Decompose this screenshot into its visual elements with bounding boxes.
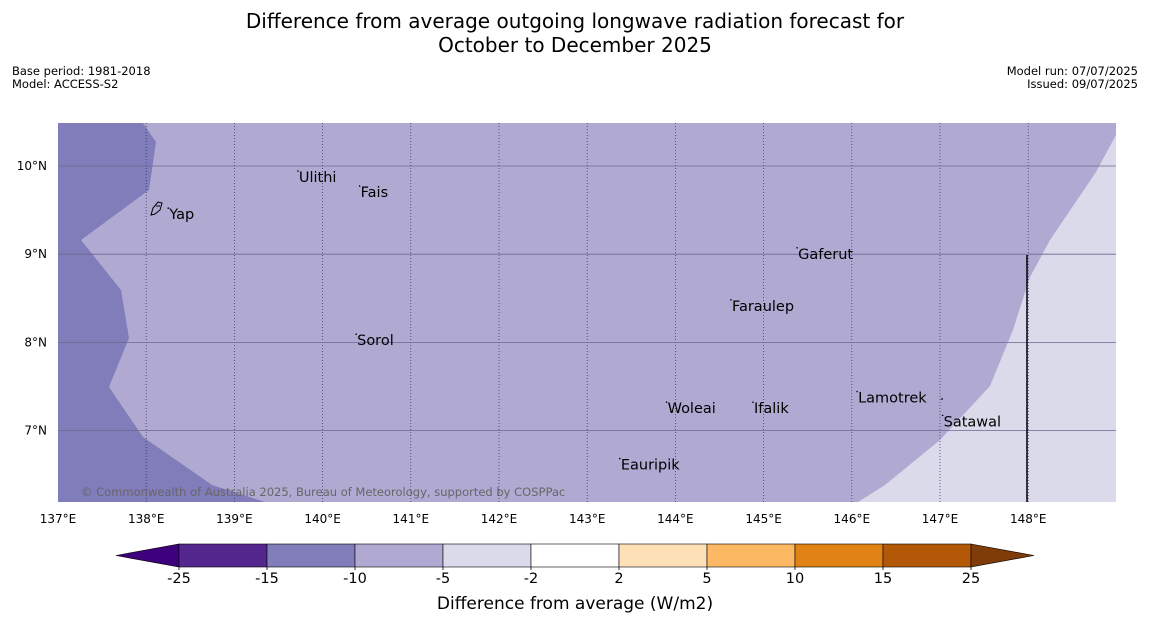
place-label-lamotrek: Lamotrek <box>858 391 927 407</box>
meta-right: Model run: 07/07/2025 Issued: 09/07/2025 <box>1007 65 1138 91</box>
map-plot-area: Yap Ulithi Fais Gaferut Faraulep Sorol Woleai I… <box>58 123 1116 502</box>
colorbar-tick-label: -10 <box>343 571 367 587</box>
colorbar-segment <box>530 543 620 568</box>
place-label-sorol: Sorol <box>357 333 394 349</box>
place-label-fais: Fais <box>361 185 388 201</box>
place-label-faraulep: Faraulep <box>732 299 794 315</box>
place-label-yap: Yap <box>168 207 194 223</box>
latitude-tick-label: 7°N <box>24 424 47 438</box>
map-title: Difference from average outgoing longwav… <box>0 9 1150 57</box>
colorbar-segment <box>266 543 356 568</box>
colorbar-extend-high <box>970 543 1035 568</box>
colorbar-segment <box>618 543 708 568</box>
colorbar-tick-label: 15 <box>874 571 892 587</box>
title-line-1: Difference from average outgoing longwav… <box>245 9 905 33</box>
model-run: Model run: 07/07/2025 <box>1006 64 1138 78</box>
longitude-tick-label: 138°E <box>128 512 165 526</box>
island-marker <box>941 414 944 417</box>
title-line-2: October to December 2025 <box>438 33 712 57</box>
island-marker <box>619 457 621 460</box>
latitude-tick-labels: 10°N 9°N 8°N 7°N <box>17 159 47 438</box>
longitude-tick-label: 144°E <box>657 512 694 526</box>
colorbar-tick-label: -25 <box>167 571 191 587</box>
longitude-tick-labels: 137°E 138°E 139°E 140°E 141°E 142°E 143°E 144°E… <box>40 512 1047 526</box>
longitude-tick-label: 137°E <box>40 512 77 526</box>
longitude-tick-label: 143°E <box>569 512 606 526</box>
place-label-satawal: Satawal <box>944 414 1001 430</box>
island-marker <box>358 185 361 187</box>
colorbar-segment <box>882 543 972 568</box>
longitude-tick-label: 147°E <box>922 512 959 526</box>
colorbar-tick-label: -15 <box>255 571 279 587</box>
base-period: Base period: 1981-2018 <box>12 64 151 78</box>
island-marker <box>856 390 858 393</box>
model-name: Model: ACCESS-S2 <box>12 77 119 91</box>
island-marker <box>355 333 357 336</box>
longitude-tick-label: 148°E <box>1010 512 1047 526</box>
longitude-tick-label: 139°E <box>216 512 253 526</box>
island-marker <box>752 401 754 403</box>
island-marker <box>167 207 170 209</box>
longitude-tick-label: 146°E <box>834 512 871 526</box>
longitude-tick-label: 142°E <box>481 512 518 526</box>
map-gridlines <box>58 123 1116 502</box>
longitude-tick-label: 140°E <box>304 512 341 526</box>
place-label-ifalik: Ifalik <box>754 401 789 417</box>
island-dot <box>941 398 943 400</box>
latitude-tick-label: 9°N <box>24 247 47 261</box>
place-label-woleai: Woleai <box>668 401 716 417</box>
colorbar-segment <box>178 543 268 568</box>
yap-island-outline <box>150 201 163 216</box>
colorbar-segment <box>442 543 532 568</box>
colorbar-segment <box>794 543 884 568</box>
colorbar-tick-label: 5 <box>702 571 711 587</box>
island-marker <box>730 299 732 301</box>
copyright-text: © Commonwealth of Australia 2025, Bureau… <box>81 485 565 499</box>
island-marker <box>796 246 798 249</box>
colorbar-tick-label: -5 <box>436 571 450 587</box>
colorbar-tick-label: -2 <box>524 571 538 587</box>
latitude-tick-label: 10°N <box>17 159 47 173</box>
colorbar-tick-label: 10 <box>786 571 804 587</box>
colorbar-label: Difference from average (W/m2) <box>436 594 714 614</box>
island-marker <box>297 170 299 172</box>
colorbar-extend-low <box>115 543 180 568</box>
colorbar-segment <box>706 543 796 568</box>
issued-date: Issued: 09/07/2025 <box>1027 77 1138 91</box>
place-label-gaferut: Gaferut <box>798 247 853 263</box>
colorbar: -25 -15 -10 -5 -2 2 5 10 15 25 <box>115 543 1035 587</box>
latitude-tick-label: 8°N <box>24 335 47 349</box>
contour-band-minus5-to-minus2 <box>858 135 1116 502</box>
island-marker <box>665 401 668 403</box>
meta-left: Base period: 1981-2018 Model: ACCESS-S2 <box>12 65 151 91</box>
colorbar-tick-label: 2 <box>614 571 623 587</box>
longitude-tick-label: 145°E <box>745 512 782 526</box>
contour-band-minus15-to-minus10 <box>58 123 265 502</box>
colorbar-tick-label: 25 <box>962 571 980 587</box>
colorbar-segment <box>354 543 444 568</box>
place-label-eauripik: Eauripik <box>621 458 680 474</box>
longitude-tick-label: 141°E <box>393 512 430 526</box>
place-label-ulithi: Ulithi <box>299 170 337 186</box>
place-labels: Yap Ulithi Fais Gaferut Faraulep Sorol Woleai I… <box>167 170 1001 474</box>
